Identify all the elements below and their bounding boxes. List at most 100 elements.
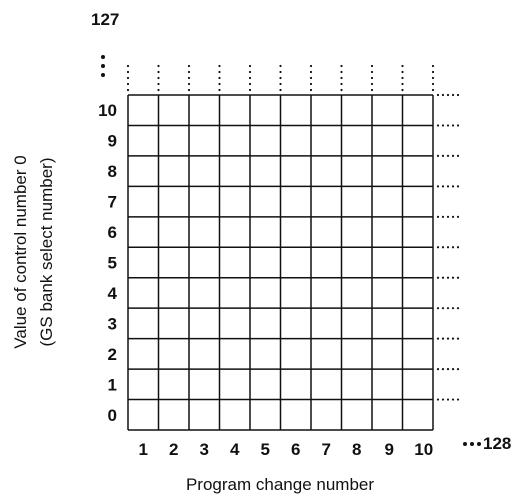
grid-hline-dotted-extension (451, 124, 455, 127)
grid-vline-dotted-extension (126, 88, 130, 92)
grid-vline-dotted-extension (401, 64, 404, 68)
grid-hline-dotted-extension (456, 276, 460, 279)
grid (126, 64, 460, 431)
grid-vline-dotted-extension (126, 64, 130, 68)
grid-hline-dotted-extension (441, 367, 445, 371)
grid-hline-dotted-extension (456, 154, 460, 158)
grid-hline-dotted-extension (456, 93, 460, 97)
grid-hline-dotted-extension (436, 93, 440, 97)
grid-hline-dotted-extension (446, 276, 450, 279)
grid-hline-dotted-extension (451, 367, 455, 371)
grid-hline-dotted-extension (436, 337, 440, 340)
grid-vline-dotted-extension (309, 88, 313, 92)
grid-hline-dotted-extension (451, 246, 455, 249)
grid-vline-dotted-extension (431, 70, 435, 74)
grid-vline-dotted-extension (401, 76, 404, 80)
grid-hline-dotted-extension (446, 246, 450, 249)
x-axis-end-label: 128 (483, 434, 511, 453)
grid-vline-dotted-extension (279, 88, 282, 92)
grid-vline-dotted-extension (187, 88, 191, 92)
grid-hline-dotted-extension (441, 276, 445, 279)
grid-vline-dotted-extension (370, 70, 374, 74)
grid-vline-dotted-extension (279, 76, 282, 80)
grid-hline-dotted-extension (446, 398, 450, 401)
grid-hline-dotted-extension (441, 124, 445, 127)
y-axis-tick-label: 4 (108, 284, 118, 303)
x-axis-tick-label: 10 (414, 440, 433, 459)
y-axis-title-line1: Value of control number 0 (11, 155, 30, 348)
grid-vline-dotted-extension (431, 88, 435, 92)
grid-vline-dotted-extension (340, 76, 343, 80)
grid-vline-dotted-extension (340, 64, 343, 68)
grid-vline-dotted-extension (340, 70, 343, 74)
grid-vline-dotted-extension (340, 88, 343, 92)
grid-hline-dotted-extension (451, 337, 455, 340)
x-axis-tick-label: 7 (322, 440, 331, 459)
grid-hline-dotted-extension (446, 337, 450, 340)
grid-hline-dotted-extension (441, 307, 445, 310)
grid-vline-dotted-extension (248, 64, 252, 68)
grid-vline-dotted-extension (370, 64, 374, 68)
grid-hline-dotted-extension (436, 398, 440, 401)
grid-vline-dotted-extension (218, 70, 221, 74)
grid-hline-dotted-extension (441, 215, 445, 218)
x-axis-tick-label: 4 (230, 440, 240, 459)
grid-hline-dotted-extension (456, 124, 460, 127)
grid-vline-dotted-extension (279, 64, 282, 68)
grid-hline-dotted-extension (456, 185, 460, 188)
grid-vline-dotted-extension (157, 88, 160, 92)
grid-vline-dotted-extension (370, 88, 374, 92)
grid-hline-dotted-extension (451, 398, 455, 401)
grid-hline-dotted-extension (446, 307, 450, 310)
grid-vline-dotted-extension (309, 64, 313, 68)
grid-hline-dotted-extension (441, 337, 445, 340)
x-axis-title: Program change number (186, 475, 374, 494)
grid-hline-dotted-extension (456, 246, 460, 249)
grid-hline-dotted-extension (446, 215, 450, 218)
grid-hline-dotted-extension (436, 154, 440, 158)
grid-vline-dotted-extension (187, 64, 191, 68)
grid-hline-dotted-extension (436, 124, 440, 127)
grid-vline-dotted-extension (401, 82, 404, 86)
grid-hline-dotted-extension (436, 367, 440, 371)
grid-vline-dotted-extension (157, 76, 160, 80)
y-axis-top-label: 127 (91, 10, 119, 29)
grid-hline-dotted-extension (436, 215, 440, 218)
grid-vline-dotted-extension (279, 70, 282, 74)
grid-hline-dotted-extension (436, 246, 440, 249)
y-axis-tick-label: 6 (108, 223, 117, 242)
y-axis-tick-label: 3 (108, 314, 117, 333)
grid-vline-dotted-extension (187, 76, 191, 80)
grid-hline-dotted-extension (436, 307, 440, 310)
grid-hline-dotted-extension (436, 276, 440, 279)
grid-vline-dotted-extension (157, 70, 160, 74)
grid-vline-dotted-extension (248, 82, 252, 86)
grid-vline-dotted-extension (187, 70, 191, 74)
grid-hline-dotted-extension (446, 367, 450, 371)
grid-vline-dotted-extension (218, 64, 221, 68)
grid-hline-dotted-extension (451, 185, 455, 188)
y-axis-ellipsis-icon (101, 55, 105, 77)
grid-vline-dotted-extension (126, 82, 130, 86)
grid-hline-dotted-extension (441, 398, 445, 401)
x-axis-tick-label: 3 (200, 440, 209, 459)
grid-vline-dotted-extension (309, 76, 313, 80)
grid-hline-dotted-extension (456, 215, 460, 218)
y-axis-tick-label: 5 (108, 254, 117, 273)
grid-vline-dotted-extension (218, 76, 221, 80)
grid-hline-dotted-extension (446, 154, 450, 158)
grid-vline-dotted-extension (218, 88, 221, 92)
y-axis-tick-label: 9 (108, 132, 117, 151)
grid-hline-dotted-extension (446, 124, 450, 127)
grid-hline-dotted-extension (441, 93, 445, 97)
x-axis-tick-label: 9 (385, 440, 394, 459)
grid-vline-dotted-extension (309, 70, 313, 74)
grid-hline-dotted-extension (456, 307, 460, 310)
y-axis-ticks: 0 1 2 3 4 5 6 7 8 9 10 (98, 101, 117, 425)
grid-vline-dotted-extension (370, 82, 374, 86)
grid-vline-dotted-extension (248, 70, 252, 74)
y-axis-tick-label: 8 (108, 162, 117, 181)
grid-vline-dotted-extension (126, 76, 130, 80)
grid-vline-dotted-extension (309, 82, 313, 86)
